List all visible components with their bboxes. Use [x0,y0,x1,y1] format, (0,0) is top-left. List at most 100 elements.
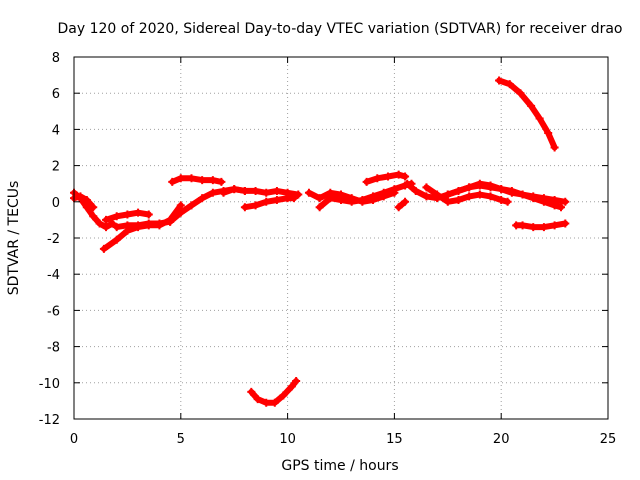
x-tick-label: 0 [70,432,78,447]
data-point [557,203,566,212]
data-point [373,174,382,183]
data-point [198,194,207,203]
data-point [247,387,256,396]
data-point [208,188,217,197]
data-point [272,195,281,204]
series-line [316,180,415,211]
data-point [112,212,121,221]
data-point [76,192,85,201]
data-point [403,179,412,188]
tick-labels: 0 5 10 15 20 25 -12 -10 -8 -6 -4 -2 0 2 4 6 8 [39,51,617,447]
series-track-17 [443,179,566,212]
data-point [326,194,335,203]
data-point [550,221,559,230]
series-track-12 [315,179,416,212]
x-tick-label: 5 [177,432,185,447]
data-point [337,195,345,204]
series-track-8 [219,185,303,199]
data-point [315,203,324,212]
y-tick-label: 2 [52,160,60,175]
data-point [187,201,196,210]
data-series [70,76,570,407]
axis-ticks [73,56,609,420]
data-point [251,186,260,195]
data-point [394,170,403,179]
data-point [251,201,260,210]
data-point [123,221,132,230]
data-point [168,177,177,186]
data-point [539,223,548,232]
data-point [208,176,217,185]
data-point [112,223,121,232]
y-axis-label: SDTVAR / TECUs [6,181,22,296]
data-point [486,181,495,190]
data-point [539,197,548,206]
series-track-13 [362,170,410,186]
data-point [198,176,207,185]
data-point [465,183,474,192]
data-point [550,201,559,210]
data-point [123,210,132,219]
data-point [240,186,249,195]
data-point [497,185,506,194]
data-point [535,114,544,123]
data-point [454,195,463,204]
data-point [89,203,98,212]
data-point [505,80,514,89]
data-point [465,192,474,201]
data-point [290,194,299,203]
data-point [262,188,271,197]
data-point [176,201,185,210]
series-track-7 [168,174,226,186]
y-tick-label: 0 [52,196,60,211]
data-point [475,190,484,199]
data-point [529,223,538,232]
data-point [217,177,226,186]
y-tick-label: 6 [52,87,60,102]
data-point [486,192,495,201]
data-point [454,186,463,195]
y-tick-label: -8 [47,341,60,356]
data-point [401,172,410,181]
grid [74,57,608,419]
series-track-16 [422,183,512,206]
data-point [292,376,301,385]
data-point [433,190,442,199]
data-point [262,398,271,407]
data-point [550,143,559,152]
data-point [362,177,371,186]
data-point [495,76,504,85]
data-point [294,190,303,199]
data-point [102,215,111,224]
data-point [383,172,392,181]
y-tick-label: 4 [52,123,60,138]
data-point [358,195,367,204]
x-tick-label: 10 [279,432,296,447]
y-tick-label: -10 [39,377,60,392]
data-point [401,197,410,206]
data-point [272,186,281,195]
x-tick-label: 15 [386,432,403,447]
data-point [507,188,516,197]
data-point [394,203,403,212]
data-point [379,188,388,197]
data-point [516,89,525,98]
data-point [166,217,175,226]
series-track-10 [247,376,301,407]
data-point [527,101,536,110]
series-track-9 [240,194,299,212]
data-point [144,210,153,219]
y-tick-label: -2 [47,232,60,247]
data-point [219,188,228,197]
data-point [304,188,313,197]
y-tick-label: -4 [47,268,60,283]
chart-title: Day 120 of 2020, Sidereal Day-to-day VTE… [57,21,622,37]
x-tick-label: 25 [600,432,617,447]
data-point [176,174,185,183]
data-point [279,391,288,400]
data-point [497,195,506,204]
data-point [187,174,196,183]
data-point [99,244,108,253]
data-point [422,183,431,192]
data-point [503,197,512,206]
